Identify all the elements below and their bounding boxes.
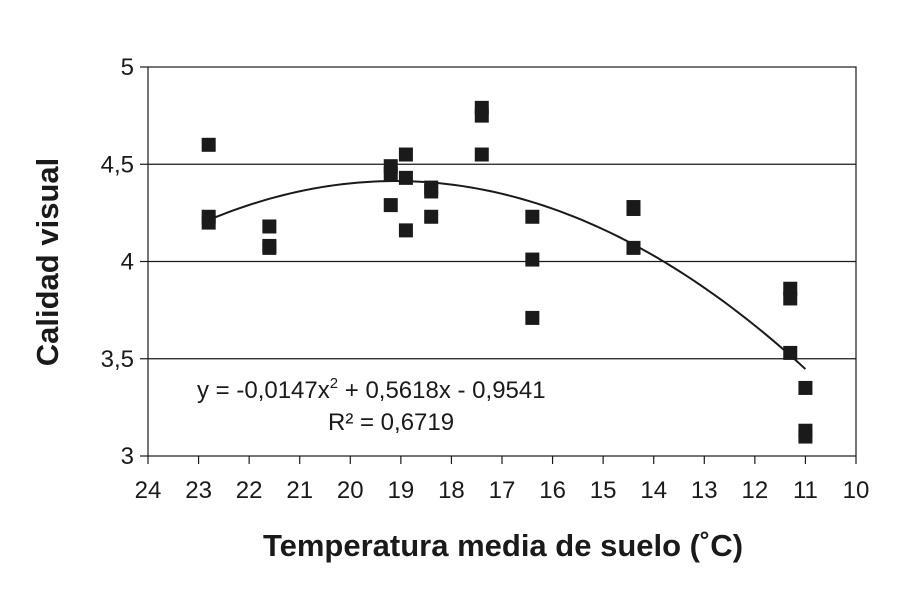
data-point: [626, 201, 641, 216]
r-squared-label: R² = 0,6719: [328, 409, 454, 436]
x-tick-label: 10: [843, 477, 870, 504]
x-tick-label: 12: [742, 477, 769, 504]
data-point: [626, 240, 641, 255]
data-point: [383, 198, 398, 213]
data-point: [798, 380, 813, 395]
data-point: [525, 209, 540, 224]
x-tick-label: 18: [438, 477, 465, 504]
x-tick-label: 17: [489, 477, 516, 504]
data-point: [525, 310, 540, 325]
trendline: [208, 180, 807, 370]
data-point: [798, 429, 813, 444]
equation-exponent: 2: [330, 375, 338, 392]
data-point: [398, 223, 413, 238]
data-point: [783, 345, 798, 360]
x-tick-label: 21: [286, 477, 313, 504]
x-tick-label: 23: [185, 477, 212, 504]
x-tick-label: 14: [640, 477, 667, 504]
y-tick-label: 4: [121, 249, 134, 276]
data-points: [201, 100, 813, 444]
x-tick-label: 13: [691, 477, 718, 504]
x-tick-label: 16: [539, 477, 566, 504]
y-axis-ticks: 3 3,5 4 4,5 5: [101, 54, 148, 470]
data-point: [424, 184, 439, 199]
y-tick-label: 4,5: [101, 151, 134, 178]
y-tick-label: 3,5: [101, 346, 134, 373]
data-point: [398, 170, 413, 185]
trendline-group: [208, 180, 807, 370]
data-point: [783, 291, 798, 306]
data-point: [383, 166, 398, 181]
equation-rest: + 0,5618x - 0,9541: [338, 377, 546, 404]
x-tick-label: 24: [135, 477, 162, 504]
data-point: [525, 252, 540, 267]
data-point: [398, 147, 413, 162]
x-tick-label: 22: [236, 477, 263, 504]
y-tick-label: 5: [121, 54, 134, 81]
x-axis-title: Temperatura media de suelo (˚C): [263, 528, 743, 563]
data-point: [262, 238, 277, 253]
data-point: [474, 108, 489, 123]
x-tick-label: 19: [388, 477, 415, 504]
x-tick-label: 20: [337, 477, 364, 504]
data-point: [424, 209, 439, 224]
data-point: [474, 147, 489, 162]
gridlines: [148, 163, 856, 360]
y-axis-title: Calidad visual: [30, 158, 65, 366]
x-tick-label: 15: [590, 477, 617, 504]
x-tick-label: 11: [793, 477, 818, 504]
data-point: [201, 215, 216, 230]
y-tick-label: 3: [121, 443, 134, 470]
data-point: [262, 219, 277, 234]
data-point: [201, 137, 216, 152]
x-axis-ticks: 24 23 22 21 20 19 18 17 16 15 14 13 12 11 10: [135, 456, 870, 504]
trendline-equation: y = -0,0147x2 + 0,5618x - 0,9541: [197, 375, 546, 404]
